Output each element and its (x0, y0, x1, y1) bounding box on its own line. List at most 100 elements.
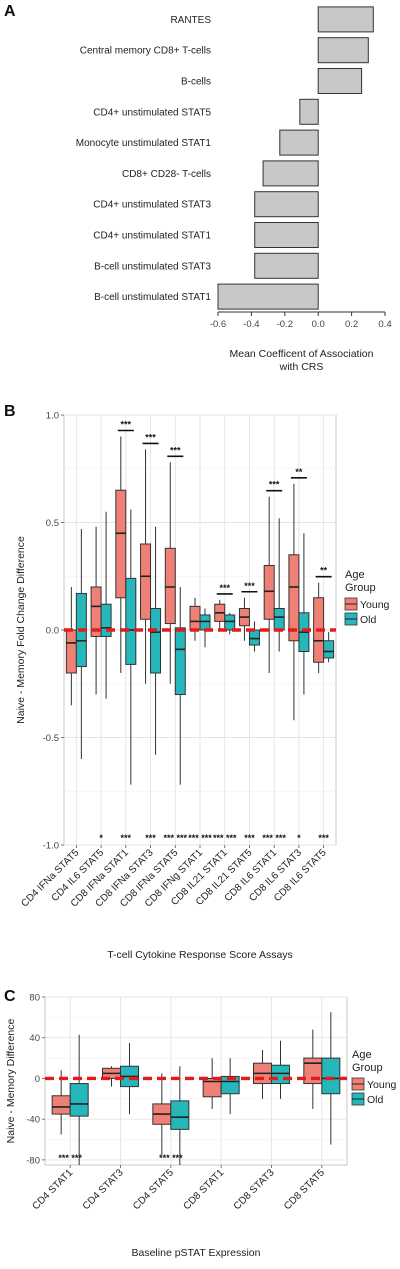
box (125, 577, 137, 665)
significance-bottom: *** (244, 833, 255, 843)
y-axis-title: Naive - Memory Fold Change Difference (15, 536, 27, 724)
category-label: B-cell unstimulated STAT1 (94, 292, 211, 303)
box (273, 608, 285, 631)
bar (317, 6, 374, 33)
bar (262, 160, 319, 187)
x-tick-label: -0.2 (277, 319, 293, 330)
bar (254, 191, 319, 218)
box (174, 627, 186, 695)
box (115, 489, 127, 599)
panel-letter-c: C (4, 988, 16, 1005)
significance-top: *** (170, 445, 181, 455)
box (263, 565, 275, 620)
significance-bottom: *** (318, 833, 329, 843)
significance-bottom: *** *** (159, 1153, 183, 1163)
significance-bottom: *** (145, 833, 156, 843)
box (69, 1083, 89, 1117)
box (248, 629, 260, 646)
category-label: CD4 STAT1 (30, 1167, 75, 1212)
significance-bottom: * (99, 833, 103, 843)
x-axis-title: Baseline pSTAT Expression (132, 1247, 261, 1259)
x-tick-label: 0.4 (378, 319, 391, 330)
category-label: CD8+ CD28- T-cells (122, 169, 211, 180)
y-tick-label: 0.0 (46, 626, 59, 637)
box (224, 614, 236, 631)
legend-label: Old (367, 1094, 384, 1106)
legend-title: Age Group (345, 569, 376, 594)
category-label: B-cells (181, 77, 211, 88)
bar (317, 68, 363, 94)
category-label: CD4 STAT5 (131, 1167, 176, 1212)
significance-top: *** (145, 432, 156, 442)
y-tick-label: -40 (26, 1115, 40, 1126)
bar (317, 37, 369, 64)
category-label: CD8 STAT3 (232, 1167, 277, 1212)
significance-bottom: *** (121, 833, 132, 843)
x-axis-title: Mean Coefficent of Association with CRS (230, 348, 374, 373)
x-axis-title: T-cell Cytokine Response Score Assays (107, 949, 293, 961)
significance-bottom: *** *** (213, 833, 237, 843)
y-tick-label: -1.0 (43, 841, 59, 852)
category-label: Central memory CD8+ T-cells (80, 46, 211, 57)
panel-letter-a: A (4, 3, 16, 20)
category-label: B-cell unstimulated STAT3 (94, 261, 211, 272)
legend-label: Young (360, 599, 390, 611)
category-label: Monocyte unstimulated STAT1 (76, 138, 212, 149)
significance-top: ** (295, 467, 303, 477)
box (140, 543, 152, 620)
box (271, 1064, 290, 1085)
significance-bottom: *** *** (262, 833, 286, 843)
significance-top: *** (219, 583, 230, 593)
plot-area (44, 996, 348, 1166)
bar (254, 252, 319, 279)
category-label: CD4+ unstimulated STAT1 (93, 231, 211, 242)
y-tick-label: -80 (26, 1155, 40, 1166)
box (164, 547, 176, 625)
box (65, 629, 77, 674)
significance-top: *** (269, 480, 280, 490)
x-tick-label: 0.2 (345, 319, 358, 330)
legend-title: Age Group (352, 1049, 383, 1074)
panel-letter-b: B (4, 403, 16, 420)
significance-top: *** (121, 420, 132, 430)
category-label: CD4 STAT3 (81, 1167, 126, 1212)
x-tick-label: 0.0 (312, 319, 325, 330)
y-tick-label: 40 (29, 1033, 40, 1044)
significance-top: *** (244, 581, 255, 591)
significance-bottom: *** *** (188, 833, 212, 843)
box (288, 554, 300, 642)
category-label: CD8 STAT5 (282, 1167, 327, 1212)
box (51, 1095, 71, 1115)
box (323, 640, 335, 659)
category-label: RANTES (170, 15, 211, 26)
category-label: CD4+ unstimulated STAT3 (93, 200, 211, 211)
panel-a: A RANTES Central memory CD8+ T-cells B-cell… (4, 3, 392, 373)
y-tick-label: 0.5 (46, 518, 59, 529)
box (189, 605, 201, 631)
significance-top: ** (320, 566, 328, 576)
bar (279, 129, 319, 156)
legend-label: Young (367, 1079, 397, 1091)
bar (217, 283, 319, 310)
box (150, 608, 162, 674)
y-tick-label: 0 (35, 1074, 40, 1085)
y-tick-label: -0.5 (43, 733, 59, 744)
bar (299, 98, 319, 125)
category-label: CD8 STAT1 (181, 1167, 226, 1212)
box (100, 603, 112, 637)
significance-bottom: * (297, 833, 301, 843)
significance-bottom: *** *** (58, 1153, 82, 1163)
x-tick-label: -0.6 (210, 319, 226, 330)
x-tick-label: -0.4 (243, 319, 259, 330)
box (321, 1057, 341, 1095)
legend-label: Old (360, 614, 377, 626)
bar (254, 222, 319, 248)
y-tick-label: 1.0 (46, 411, 59, 422)
y-axis-title: Naive - Memory Difference (5, 1019, 17, 1144)
category-label: CD4+ unstimulated STAT5 (93, 107, 211, 118)
box (199, 614, 211, 631)
y-tick-label: 80 (29, 993, 40, 1004)
